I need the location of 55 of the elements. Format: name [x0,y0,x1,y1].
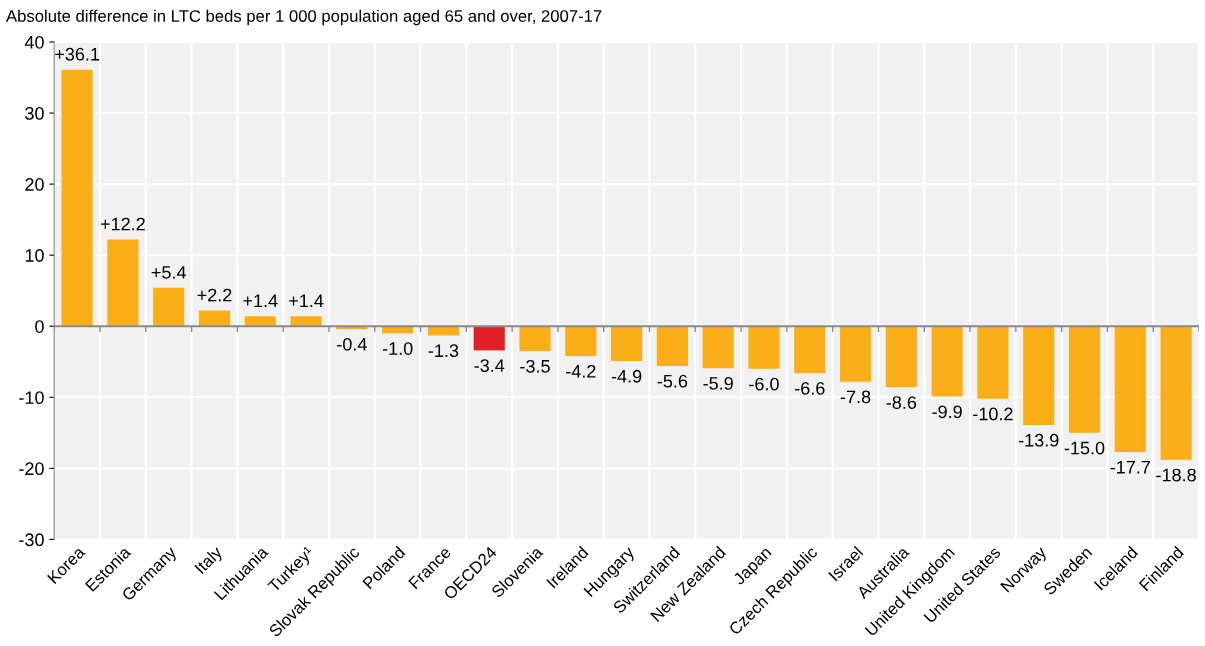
data-label: +2.2 [197,288,232,302]
data-label: -0.4 [337,337,367,351]
y-tick-label: 30 [25,106,44,120]
data-label: -18.8 [1156,468,1196,482]
bar [1114,326,1146,453]
data-label: -1.0 [382,342,413,355]
bar [1160,326,1192,460]
bar [611,326,643,362]
y-tick-label: 0 [35,320,44,333]
data-label: -8.6 [886,396,917,409]
data-label: -3.4 [474,359,505,372]
data-label: -10.2 [973,407,1013,421]
data-label: -3.5 [520,359,550,373]
bar [656,326,688,367]
bar [153,287,185,327]
chart-title: Absolute difference in LTC beds per 1 000 population aged 65 and over, 2007-17 [6,9,602,26]
bar [794,326,826,374]
data-label: -1.3 [428,344,459,358]
data-label: -6.0 [749,377,779,391]
bar [702,326,734,369]
bar [748,326,780,369]
data-label: +5.4 [151,266,186,279]
bar [839,326,872,382]
data-label: -9.9 [932,405,962,419]
bar [1068,326,1101,433]
data-label: -6.6 [795,381,825,395]
data-label: -4.2 [566,364,596,378]
bar [107,239,139,327]
data-label: -4.9 [611,369,642,383]
y-tick-label: -20 [19,462,44,476]
data-label: +36.1 [55,47,100,61]
data-label: -7.8 [840,390,871,404]
data-label: -15.0 [1064,441,1105,455]
data-label: +1.4 [289,294,324,307]
bar [519,326,551,352]
bar [473,326,505,351]
bar [931,326,963,397]
data-label: -5.9 [703,376,733,390]
y-tick-label: -10 [19,391,44,405]
bar [565,326,597,357]
y-tick-label: -30 [19,533,44,547]
bar [977,326,1009,399]
bar [290,316,322,327]
bar [244,316,276,327]
bar [1023,326,1055,425]
data-label: -13.9 [1018,433,1059,447]
bar [61,69,93,327]
y-tick-label: 40 [24,35,44,49]
data-label: -5.6 [657,374,688,388]
y-tick-label: 20 [25,178,44,191]
data-label: +1.4 [243,294,278,307]
bar [885,326,917,388]
data-label: +12.2 [100,217,145,231]
y-tick-label: 10 [25,249,44,262]
data-label: -17.7 [1110,461,1150,474]
